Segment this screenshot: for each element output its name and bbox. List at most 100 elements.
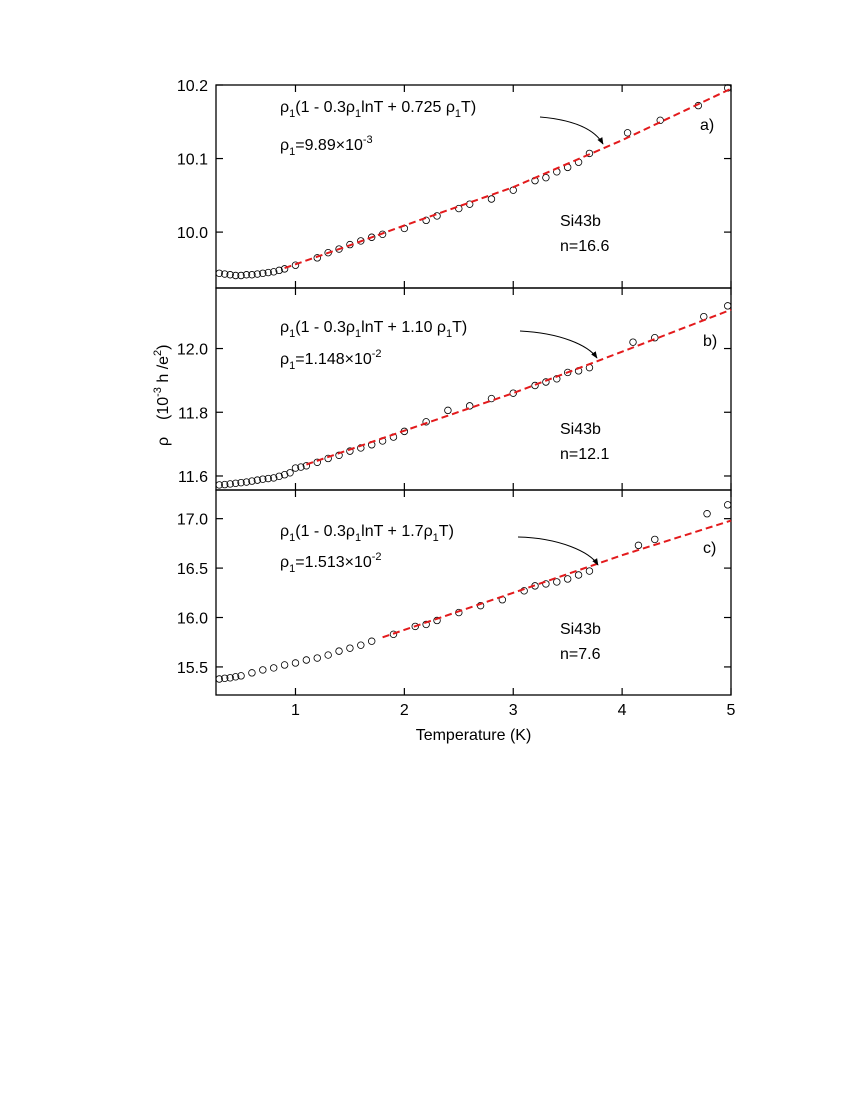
data-point: [357, 237, 365, 245]
y-tick-label: 15.5: [177, 660, 208, 677]
data-point: [346, 447, 354, 455]
fit-label-part: (1 - 0.3ρ: [295, 319, 355, 336]
fit-label-part: ρ: [280, 99, 289, 116]
data-point: [433, 212, 441, 220]
data-point: [724, 302, 732, 310]
data-point: [357, 444, 365, 452]
data-point: [264, 268, 272, 277]
fit-label-part: ρ: [280, 523, 289, 540]
x-axis-label: Temperature (K): [416, 727, 532, 744]
y-axis-units: (10-3 h /e2): [152, 345, 172, 421]
data-point: [542, 580, 550, 588]
data-point: [422, 620, 430, 629]
fit-label: ρ1(1 - 0.3ρ1lnT + 1.10 ρ1T): [280, 319, 467, 340]
fit-label-part: 1: [355, 532, 361, 544]
data-point: [221, 480, 229, 489]
y-tick-label: 10.0: [177, 225, 208, 242]
x-tick-label: 2: [400, 702, 409, 719]
fit-label: ρ1(1 - 0.3ρ1lnT + 1.7ρ1T): [280, 523, 454, 544]
data-point: [231, 271, 240, 280]
fit-label-part: 1: [289, 328, 295, 340]
data-point: [553, 578, 561, 586]
data-point: [509, 389, 517, 397]
data-point: [574, 571, 583, 579]
data-point: [248, 271, 256, 279]
arrow: [539, 116, 604, 145]
data-point: [286, 469, 294, 477]
data-point: [259, 475, 267, 483]
param-label: ρ1=1.513×10-2: [280, 551, 382, 575]
y-tick-label: 16.5: [177, 561, 208, 578]
data-point: [242, 478, 251, 486]
data-point: [280, 661, 289, 669]
y-axis-units-part: ): [155, 345, 172, 350]
panel-label: c): [703, 540, 716, 557]
data-point: [291, 464, 300, 472]
data-point: [226, 480, 234, 488]
fit-label-part: T): [439, 523, 454, 540]
panel-label: a): [700, 117, 714, 134]
data-point: [700, 312, 708, 321]
data-point: [346, 644, 354, 652]
fit-label-part: (1 - 0.3ρ: [295, 99, 355, 116]
data-point: [335, 647, 343, 655]
y-axis-symbol: ρ: [155, 437, 172, 446]
data-point: [703, 510, 711, 518]
data-point: [226, 674, 234, 682]
data-point: [231, 673, 240, 681]
plot-frame: [215, 287, 732, 491]
plot-frame: [215, 489, 732, 696]
data-point: [237, 672, 245, 680]
density-label: n=16.6: [560, 238, 609, 255]
data-point: [259, 666, 267, 674]
fit-label-part: T): [452, 319, 467, 336]
data-point: [280, 265, 289, 273]
param-label: ρ1=9.89×10-3: [280, 134, 373, 158]
data-point: [270, 268, 278, 276]
data-point: [542, 378, 550, 386]
data-point: [302, 462, 311, 470]
param-label-part: -2: [372, 348, 382, 360]
data-point: [253, 270, 262, 278]
panel-label: b): [703, 333, 717, 350]
data-point: [367, 233, 376, 241]
data-point: [237, 478, 245, 487]
data-point: [248, 477, 256, 485]
y-axis-units-part: 2: [152, 350, 164, 356]
data-point: [634, 541, 643, 550]
data-point: [629, 338, 637, 346]
fit-label-part: lnT + 1.7ρ: [361, 523, 433, 540]
data-point: [215, 675, 223, 683]
y-tick-label: 11.8: [178, 405, 208, 422]
y-tick-label: 10.2: [177, 78, 208, 95]
x-tick-label: 4: [618, 702, 627, 719]
density-label: n=12.1: [560, 446, 609, 463]
data-point: [455, 608, 463, 617]
data-point: [411, 622, 419, 631]
y-tick-label: 11.6: [178, 469, 208, 486]
data-point: [563, 575, 572, 583]
sample-label: Si43b: [560, 421, 601, 438]
y-tick-label: 10.1: [177, 152, 208, 169]
data-point: [465, 402, 474, 410]
param-label-part: 1: [289, 563, 295, 575]
data-point: [259, 269, 267, 277]
y-axis-units-part: -3: [152, 387, 164, 397]
data-point: [275, 472, 283, 480]
data-point: [313, 458, 321, 466]
data-point: [651, 334, 659, 342]
fit-line: [284, 87, 732, 270]
data-point: [313, 654, 321, 662]
data-point: [291, 659, 300, 667]
fit-label-part: 1: [355, 328, 361, 340]
data-point: [297, 463, 305, 471]
param-label-part: =1.513×10: [295, 554, 372, 571]
x-tick-label: 3: [509, 702, 518, 719]
fit-label-part: 1: [289, 108, 295, 120]
fit-line: [306, 308, 732, 466]
fit-label-part: 1: [455, 108, 461, 120]
data-point: [444, 406, 452, 415]
fit-label-part: 1: [446, 328, 452, 340]
